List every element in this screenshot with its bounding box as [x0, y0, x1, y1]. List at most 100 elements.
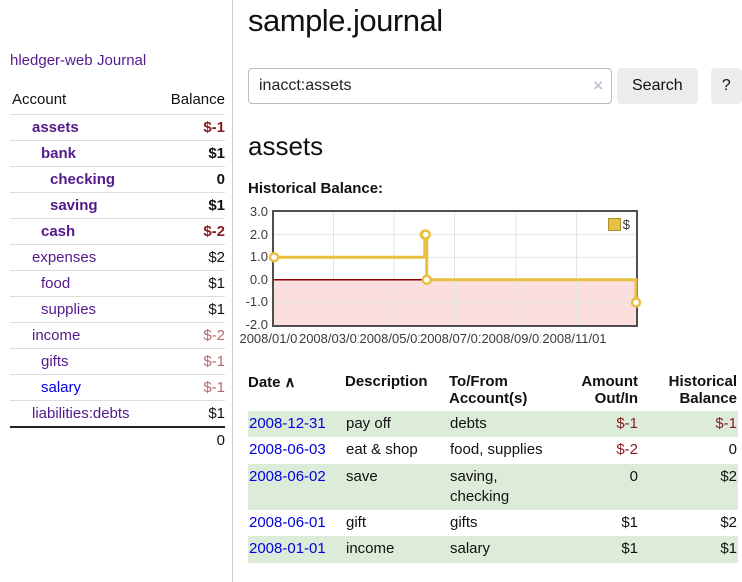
register-cell-description: income: [346, 540, 395, 558]
register-cell-balance: $2: [720, 514, 737, 531]
account-link[interactable]: food: [41, 275, 71, 292]
page-title: sample.journal: [248, 3, 443, 38]
account-link[interactable]: cash: [41, 223, 76, 240]
register-cell-description: eat & shop: [346, 441, 418, 459]
sidebar-item-journal[interactable]: Journal: [97, 52, 147, 69]
sidebar: hledger-web Journal Account Balance asse…: [0, 0, 233, 582]
register-body: 2008-12-31 pay off debts $-1 $-1 2008-06-03 ea…: [248, 411, 738, 563]
register-cell-amount: $-2: [616, 441, 638, 459]
register-cell-balance: $2: [720, 467, 737, 485]
register-cell-date: 2008-12-31: [248, 411, 345, 437]
register-cell-date: 2008-01-01: [248, 536, 345, 562]
register-row: 2008-01-01 income salary $1 $1: [248, 536, 738, 563]
accounts-total-value: 0: [10, 426, 225, 453]
account-row: income $-2: [10, 322, 225, 349]
balance-chart: 3.0 2.0 1.0 0.0 -1.0 -2.0 $ 2008/01/01 2008/03…: [238, 204, 742, 350]
account-row: supplies $1: [10, 296, 225, 323]
transaction-date-link[interactable]: 2008-06-02: [249, 467, 326, 485]
account-row: saving $1: [10, 192, 225, 219]
account-balance: $-2: [156, 322, 225, 349]
app-brand-link[interactable]: hledger-web: [10, 52, 93, 69]
y-tick-label: 3.0: [249, 204, 268, 219]
register-cell-amount: 0: [629, 467, 638, 485]
account-balance: $1: [156, 296, 225, 323]
register-cell-accounts: food, supplies: [450, 441, 543, 459]
account-link[interactable]: income: [32, 327, 81, 344]
account-link[interactable]: saving: [50, 197, 98, 214]
account-link[interactable]: checking: [50, 171, 116, 188]
x-tick-label: 2008/09/01: [480, 331, 548, 346]
account-link[interactable]: supplies: [41, 301, 97, 318]
x-tick-label: 2008/11/01: [541, 331, 608, 346]
register-header-row: Date ∧ Description To/From Account(s) Amo…: [248, 371, 738, 411]
legend-label: $: [622, 217, 630, 232]
account-row: assets $-1: [10, 114, 225, 141]
account-link[interactable]: liabilities:debts: [32, 405, 130, 422]
help-button[interactable]: ?: [710, 68, 742, 104]
search-button[interactable]: Search: [617, 68, 698, 104]
search-row: × Search ?: [248, 68, 742, 104]
account-balance: $1: [156, 400, 225, 428]
data-point-marker: [421, 274, 432, 286]
register-cell-amount: $1: [621, 540, 638, 558]
account-row: gifts $-1: [10, 348, 225, 375]
register-col-amount: Amount Out/In: [581, 373, 638, 407]
transaction-date-link[interactable]: 2008-06-03: [249, 441, 326, 459]
account-link[interactable]: gifts: [41, 353, 69, 370]
register-cell-accounts: debts: [450, 415, 487, 432]
main-content: sample.journal × Search ? assets Histori…: [238, 0, 742, 563]
y-tick-label: 0.0: [249, 271, 268, 287]
register-cell-amount: $1: [621, 514, 638, 531]
account-balance: $1: [156, 270, 225, 297]
y-tick-label: -2.0: [245, 317, 268, 332]
register-cell-date: 2008-06-02: [248, 464, 345, 511]
register-cell-description: save: [346, 467, 378, 485]
register-col-description: Description: [345, 373, 428, 390]
register-cell-balance: $-1: [715, 415, 737, 432]
account-row: bank $1: [10, 140, 225, 167]
y-tick-label: 1.0: [249, 249, 268, 265]
account-link[interactable]: assets: [32, 119, 79, 136]
x-tick-label: 2008/05/01: [358, 331, 426, 346]
account-row: food $1: [10, 270, 225, 297]
register-row: 2008-06-02 save saving, checking 0 $2: [248, 463, 738, 511]
data-point-marker: [630, 297, 642, 308]
x-tick-label: 2008/03/01: [297, 331, 366, 346]
search-box: ×: [248, 68, 612, 104]
account-row: checking 0: [10, 166, 225, 193]
accounts-total-row: 0: [10, 426, 225, 453]
accounts-col-balance: Balance: [156, 88, 225, 115]
register-cell-description: pay off: [346, 415, 391, 432]
register-col-balance: Historical Balance: [668, 373, 737, 407]
register-col-accounts: To/From Account(s): [449, 373, 528, 407]
clear-search-icon[interactable]: ×: [593, 76, 603, 95]
x-tick-label: 2008/01/01: [238, 331, 306, 346]
register-cell-date: 2008-06-01: [248, 510, 345, 536]
data-point-marker: [420, 229, 431, 240]
account-link[interactable]: expenses: [32, 249, 97, 266]
account-balance: $1: [156, 140, 225, 167]
chart-plot-area: $: [268, 210, 642, 327]
accounts-col-account: Account: [10, 88, 157, 115]
transaction-date-link[interactable]: 2008-01-01: [249, 540, 326, 558]
register-row: 2008-06-03 eat & shop food, supplies $-2 0: [248, 437, 738, 463]
search-input[interactable]: [248, 68, 612, 104]
account-balance: $2: [156, 244, 225, 271]
x-tick-label: 2008/07/01: [418, 331, 487, 346]
account-row: salary $-1: [10, 374, 225, 401]
account-balance: $-1: [156, 348, 225, 375]
register-table: Date ∧ Description To/From Account(s) Amo…: [248, 371, 738, 563]
account-link[interactable]: bank: [41, 145, 77, 162]
account-heading: assets: [248, 131, 324, 161]
register-cell-description: gift: [346, 514, 367, 531]
register-col-date[interactable]: Date ∧: [248, 371, 345, 411]
register-cell-date: 2008-06-03: [248, 437, 345, 463]
transaction-date-link[interactable]: 2008-12-31: [249, 415, 326, 432]
register-cell-accounts: gifts: [450, 514, 478, 531]
balance-chart-svg: [268, 212, 642, 325]
transaction-date-link[interactable]: 2008-06-01: [249, 514, 326, 531]
account-balance: $1: [156, 192, 225, 219]
accounts-table: Account Balance assets $-1 bank $1 checking 0…: [10, 88, 225, 453]
accounts-body: assets $-1 bank $1 checking 0 saving $1 cash $-2 e…: [10, 114, 225, 428]
account-link[interactable]: salary: [41, 379, 82, 396]
